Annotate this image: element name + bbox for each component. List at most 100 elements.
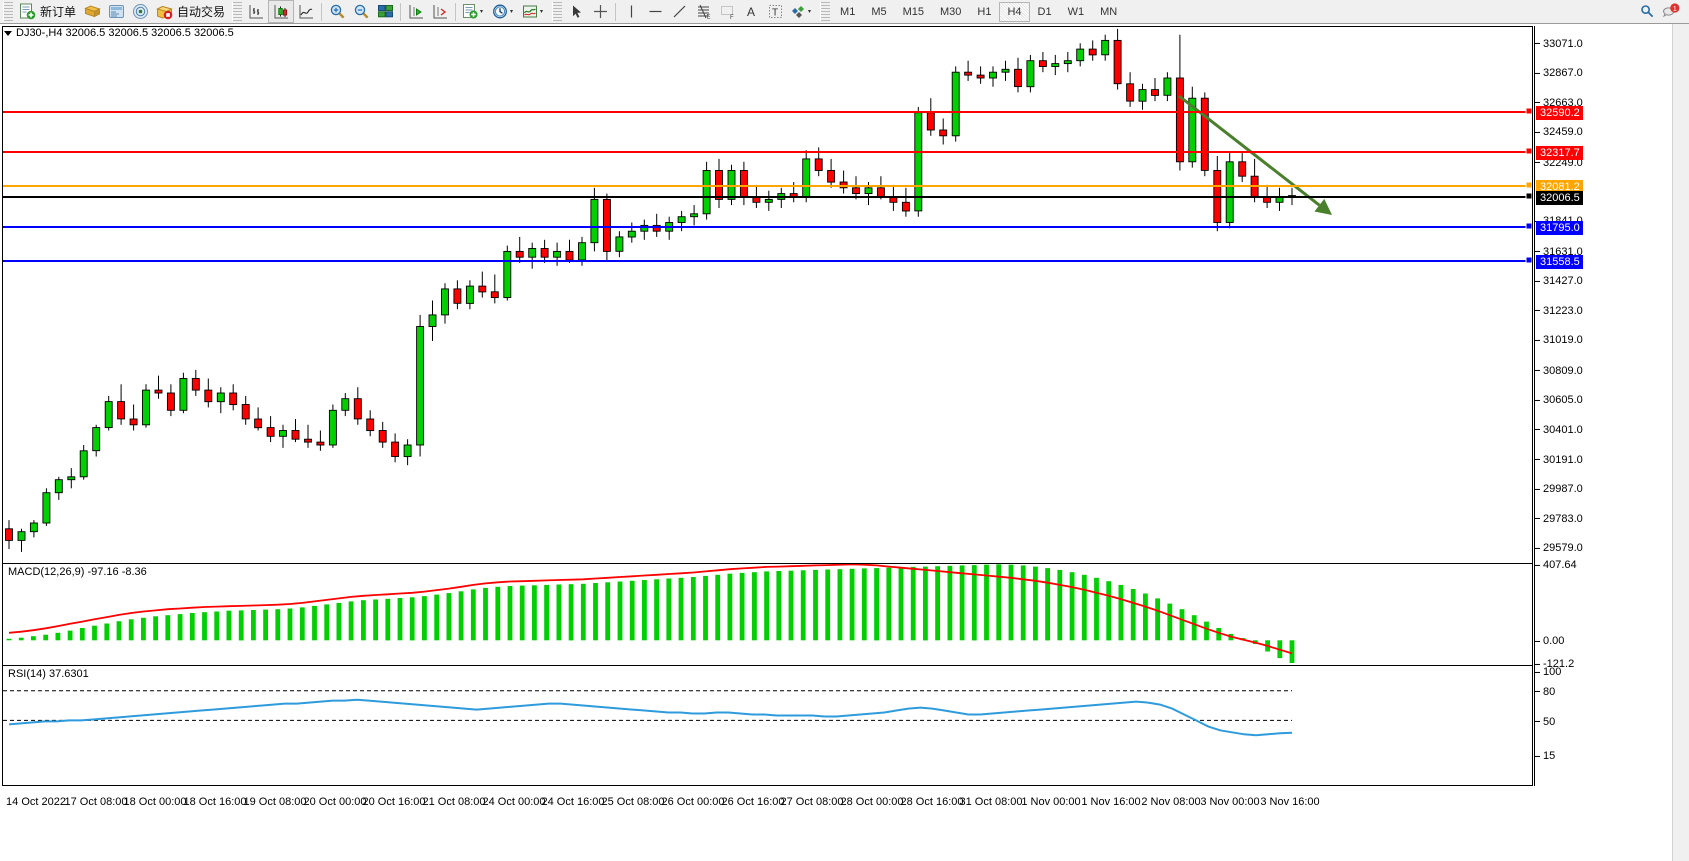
level-marker-support-2[interactable] <box>1525 256 1532 264</box>
price-tick: 32867.0 <box>1535 67 1583 79</box>
text-label-icon[interactable]: A <box>739 1 763 22</box>
price-badge-pivot[interactable]: 32081.2 <box>1536 179 1583 194</box>
toolbar-grip-1[interactable] <box>3 2 13 21</box>
price-badge-resistance-1[interactable]: 32317.7 <box>1536 145 1583 160</box>
search-icon[interactable] <box>1635 1 1659 22</box>
macd-tick: 407.64 <box>1535 559 1577 571</box>
down-trend-arrow[interactable] <box>3 27 1532 561</box>
time-tick-label: 20 Oct 00:00 <box>303 796 367 808</box>
toolbar-grip-2[interactable] <box>232 2 243 21</box>
new-order-icon[interactable] <box>15 1 39 22</box>
timeframe-d1[interactable]: D1 <box>1037 5 1052 18</box>
toolbar-separator-2 <box>400 2 402 21</box>
level-line-support-2[interactable] <box>3 260 1532 263</box>
timeframe-m30[interactable]: M30 <box>940 5 962 18</box>
price-tick: 29987.0 <box>1535 483 1583 495</box>
new-order-label[interactable]: 新订单 <box>40 5 77 19</box>
cursor-icon[interactable] <box>564 1 588 22</box>
price-pane[interactable] <box>3 27 1532 561</box>
price-tick: 29783.0 <box>1535 513 1583 525</box>
level-line-pivot[interactable] <box>3 184 1532 187</box>
navigator-icon[interactable] <box>128 1 152 22</box>
timeframe-mn[interactable]: MN <box>1100 5 1118 18</box>
svg-text:F: F <box>730 15 734 20</box>
timeframe-h4[interactable]: H4 <box>999 1 1030 22</box>
time-tick-label: 21 Oct 08:00 <box>422 796 486 808</box>
templates-icon[interactable] <box>519 1 549 22</box>
level-line-resistance-1[interactable] <box>3 150 1532 153</box>
price-tick: 29579.0 <box>1535 542 1583 554</box>
macd-header-text: MACD(12,26,9) -97.16 -8.36 <box>8 566 147 578</box>
periods-icon[interactable] <box>489 1 519 22</box>
toolbar-grip-3[interactable] <box>552 2 563 21</box>
time-scale[interactable]: 14 Oct 2022 17 Oct 08:00 18 Oct 00:00 18 Oc… <box>0 790 1533 816</box>
chart-frame <box>2 26 1533 786</box>
macd-pane[interactable]: MACD(12,26,9) MACD(12,26,9) -97.16 -8.36 <box>3 563 1532 664</box>
level-marker-pivot[interactable] <box>1525 181 1532 189</box>
candlestick-chart-icon[interactable] <box>268 0 295 23</box>
time-tick-label: 1 Nov 00:00 <box>1021 796 1081 808</box>
trendline-icon[interactable] <box>667 1 691 22</box>
timeframe-w1[interactable]: W1 <box>1067 5 1085 18</box>
rsi-pane[interactable]: RSI(14) 37.6301 <box>3 665 1532 766</box>
vertical-line-icon[interactable] <box>619 1 643 22</box>
main-toolbar: 新订单 <box>0 0 1689 24</box>
toolbar-grip-4[interactable] <box>820 2 831 21</box>
indicators-icon[interactable] <box>459 1 489 22</box>
chart-window[interactable]: DJ30-,H4 32006.5 32006.5 32006.5 32006.5… <box>0 24 1689 861</box>
rsi-tick: 100 <box>1535 666 1561 678</box>
price-scale[interactable]: 33071.032867.032663.032459.032249.031841… <box>1534 26 1672 786</box>
level-marker-resistance-2[interactable] <box>1525 107 1532 115</box>
time-tick-label: 20 Oct 16:00 <box>362 796 426 808</box>
price-badge-support-1[interactable]: 31795.0 <box>1536 221 1583 236</box>
rsi-tick: 50 <box>1535 715 1555 728</box>
time-tick-label: 28 Oct 00:00 <box>840 796 904 808</box>
auto-trading-label[interactable]: 自动交易 <box>177 5 226 19</box>
price-tick: 33071.0 <box>1535 38 1583 50</box>
chart-shift-icon[interactable] <box>404 1 428 22</box>
profiles-icon[interactable] <box>80 1 104 22</box>
level-line-support-1[interactable] <box>3 226 1532 229</box>
zoom-out-icon[interactable] <box>349 1 373 22</box>
alerts-badge-count: 1 <box>1673 6 1677 13</box>
chart-menu-triangle-icon[interactable] <box>4 30 12 36</box>
auto-scroll-icon[interactable] <box>428 1 452 22</box>
price-badge-support-2[interactable]: 31558.5 <box>1536 255 1583 270</box>
auto-trading-icon[interactable] <box>152 1 176 22</box>
alerts-icon[interactable]: 1 <box>1659 1 1683 22</box>
market-watch-icon[interactable] <box>104 1 128 22</box>
horizontal-line-icon[interactable] <box>643 1 667 22</box>
fibonacci-icon[interactable]: E <box>691 1 715 22</box>
zoom-in-icon[interactable] <box>325 1 349 22</box>
time-tick-label: 1 Nov 16:00 <box>1081 796 1141 808</box>
vertical-scrollbar[interactable] <box>1672 24 1689 861</box>
timeframe-m1[interactable]: M1 <box>840 5 856 18</box>
timeframe-h1[interactable]: H1 <box>977 5 992 18</box>
drawings-icon[interactable] <box>787 1 817 22</box>
time-tick-label: 26 Oct 00:00 <box>661 796 725 808</box>
time-tick-label: 28 Oct 16:00 <box>900 796 964 808</box>
time-tick-label: 19 Oct 08:00 <box>243 796 307 808</box>
equidistant-channel-icon[interactable]: F <box>715 1 739 22</box>
line-chart-icon[interactable] <box>294 1 318 22</box>
text-box-icon[interactable]: T <box>763 1 787 22</box>
level-marker-current-price[interactable] <box>1525 192 1532 199</box>
toolbar-separator-3 <box>455 2 457 21</box>
level-marker-resistance-1[interactable] <box>1525 147 1532 155</box>
price-badge-resistance-2[interactable]: 32590.2 <box>1536 106 1583 121</box>
time-tick-label: 26 Oct 16:00 <box>721 796 785 808</box>
level-line-current-price[interactable] <box>3 195 1532 198</box>
tile-windows-icon[interactable] <box>373 1 397 22</box>
price-tick: 30809.0 <box>1535 365 1583 377</box>
level-marker-support-1[interactable] <box>1525 222 1532 230</box>
level-line-resistance-2[interactable] <box>3 111 1532 114</box>
timeframe-m5[interactable]: M5 <box>871 5 887 18</box>
price-badge-current-price[interactable]: 32006.5 <box>1536 190 1583 205</box>
crosshair-icon[interactable] <box>588 1 612 22</box>
svg-text:A: A <box>747 5 755 19</box>
price-tick: 32663.0 <box>1535 97 1583 109</box>
chart-header-text: DJ30-,H4 32006.5 32006.5 32006.5 32006.5 <box>16 27 234 39</box>
bar-chart-icon[interactable] <box>244 1 268 22</box>
timeframe-m15[interactable]: M15 <box>902 5 924 18</box>
